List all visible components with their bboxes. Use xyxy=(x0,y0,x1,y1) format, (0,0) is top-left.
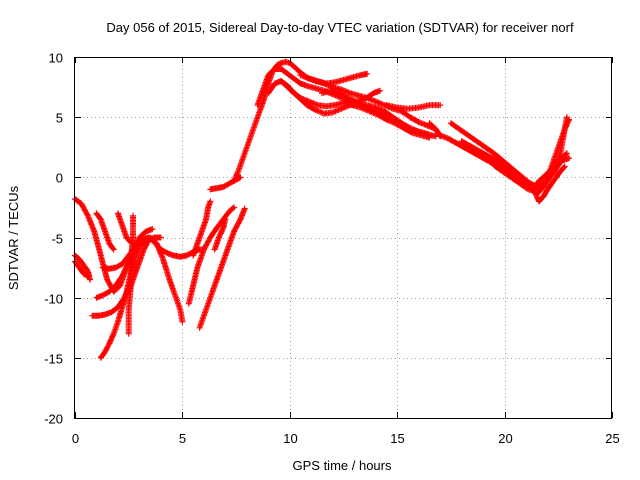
x-axis-label: GPS time / hours xyxy=(293,458,392,473)
y-tick-label: -10 xyxy=(44,292,63,307)
chart-title: Day 056 of 2015, Sidereal Day-to-day VTE… xyxy=(106,20,574,35)
x-tick-label: 5 xyxy=(179,431,186,446)
data-point-markers xyxy=(211,216,229,253)
y-tick-label: -15 xyxy=(44,352,63,367)
x-tick-label: 20 xyxy=(498,431,512,446)
data-series-track-h xyxy=(93,210,117,253)
data-series-track-n xyxy=(211,216,229,253)
y-tick-label: 5 xyxy=(56,111,63,126)
data-point-markers xyxy=(72,252,93,283)
data-point-markers xyxy=(278,78,433,141)
data-point-markers xyxy=(190,198,214,259)
data-point-markers xyxy=(383,102,444,112)
data-series-track-j xyxy=(115,210,134,246)
y-tick-label: 0 xyxy=(56,171,63,186)
data-series-track-u xyxy=(319,87,383,105)
data-series-track-c xyxy=(72,252,93,283)
data-point-markers xyxy=(231,58,439,184)
data-series-track-t xyxy=(297,70,371,87)
data-point-markers xyxy=(297,70,371,87)
data-point-markers xyxy=(196,205,248,331)
x-tick-label: 0 xyxy=(72,431,79,446)
y-axis-label: SDTVAR / TECUs xyxy=(6,185,21,290)
data-point-markers xyxy=(551,150,570,169)
data-series-track-p xyxy=(231,58,439,184)
y-tick-label: -5 xyxy=(51,232,63,247)
data-point-markers xyxy=(319,87,383,105)
data-point-markers xyxy=(115,210,134,246)
data-series-track-v xyxy=(383,102,444,112)
grid xyxy=(75,57,612,418)
data-point-markers xyxy=(93,210,117,253)
data-series-track-m xyxy=(190,198,214,259)
data-point-markers xyxy=(185,204,237,307)
y-tick-label: 10 xyxy=(49,51,63,66)
data-series-track-l xyxy=(196,205,248,331)
data-series-track-k xyxy=(185,204,237,307)
data-series-track-s xyxy=(278,78,433,141)
x-tick-label: 10 xyxy=(283,431,297,446)
data-series-track-zc xyxy=(551,150,570,169)
axes: 0 5 10 15 20 25 -20 -15 -10 -5 0 5 10 xyxy=(44,51,620,447)
data-marks xyxy=(72,58,572,361)
y-tick-label: -20 xyxy=(44,412,63,427)
x-tick-label: 15 xyxy=(390,431,404,446)
x-tick-label: 25 xyxy=(605,431,619,446)
